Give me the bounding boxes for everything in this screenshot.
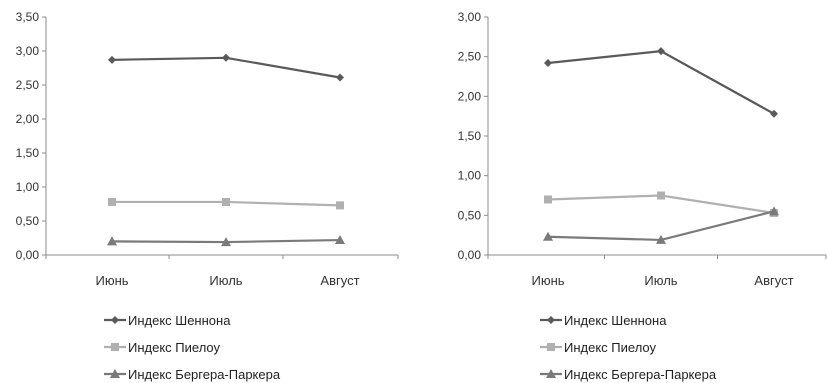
x-tick-label: Август — [754, 273, 793, 288]
y-tick-label: 1,00 — [458, 169, 482, 183]
data-point — [221, 237, 231, 247]
series-3 — [543, 206, 779, 244]
data-point — [657, 47, 665, 56]
legend-label: Индекс Пиелоу — [564, 340, 657, 355]
y-tick-label: 3,00 — [458, 10, 482, 24]
y-tick-label: 2,00 — [458, 89, 482, 103]
y-tick-label: 2,50 — [458, 50, 482, 64]
data-point — [108, 55, 116, 64]
data-point — [336, 73, 344, 82]
series-line — [547, 49, 775, 115]
x-tick-label: Июнь — [531, 273, 564, 288]
legend-label: Индекс Шеннона — [128, 313, 231, 328]
data-point — [222, 197, 230, 206]
data-point — [222, 53, 230, 62]
series-2 — [544, 191, 778, 217]
y-tick-label: 1,50 — [16, 146, 40, 160]
y-tick-label: 2,00 — [16, 112, 40, 126]
legend-marker — [547, 316, 555, 324]
legend-label: Индекс Бергера-Паркера — [128, 367, 281, 382]
legend-marker — [546, 369, 556, 378]
x-tick-label: Август — [320, 273, 359, 288]
y-tick-label: 0,50 — [16, 214, 40, 228]
legend-entry: Индекс Пиелоу — [104, 340, 221, 355]
data-point — [770, 109, 778, 118]
y-tick-label: 0,50 — [458, 208, 482, 222]
data-point — [544, 195, 552, 204]
y-tick-label: 2,50 — [16, 78, 40, 92]
data-point — [657, 191, 665, 200]
series-1 — [544, 47, 778, 118]
legend-entry: Индекс Шеннона — [540, 313, 667, 328]
y-tick-label: 0,00 — [458, 248, 482, 262]
legend-entry: Индекс Шеннона — [104, 313, 231, 328]
series-3 — [107, 235, 345, 247]
chart-panel-2: 0,00 0,50 1,00 1,50 2,00 2,50 3,00 Июнь Июль Авгу… — [458, 10, 827, 382]
x-tick-label: Июнь — [95, 273, 128, 288]
y-tick-label: 1,00 — [16, 180, 40, 194]
legend-label: Индекс Шеннона — [564, 313, 667, 328]
legend-label: Индекс Бергера-Паркера — [564, 367, 717, 382]
legend-entry: Индекс Пиелоу — [540, 340, 657, 355]
series-1 — [108, 53, 344, 82]
legend-marker — [111, 343, 119, 351]
legend-entry: Индекс Бергера-Паркера — [104, 367, 281, 382]
data-point — [108, 197, 116, 206]
data-point — [656, 234, 666, 244]
data-point — [543, 231, 553, 241]
data-point — [335, 235, 345, 245]
data-point — [544, 59, 552, 68]
y-tick-label: 0,00 — [16, 248, 40, 262]
y-tick-label: 3,00 — [16, 44, 40, 58]
data-point — [336, 201, 344, 210]
legend-marker — [547, 343, 555, 351]
x-tick-label: Июль — [209, 273, 242, 288]
legend-label: Индекс Пиелоу — [128, 340, 221, 355]
x-tick-label: Июль — [644, 273, 677, 288]
series-2 — [108, 197, 344, 210]
data-point — [769, 206, 779, 216]
y-tick-label: 1,50 — [458, 129, 482, 143]
chart-panel-1: 0,00 0,50 1,00 1,50 2,00 2,50 3,00 3,50 Июнь Июль… — [16, 10, 399, 382]
legend-marker — [110, 369, 120, 378]
data-point — [107, 236, 117, 246]
legend-marker — [111, 316, 119, 324]
legend-entry: Индекс Бергера-Паркера — [540, 367, 717, 382]
y-tick-label: 3,50 — [16, 10, 40, 24]
